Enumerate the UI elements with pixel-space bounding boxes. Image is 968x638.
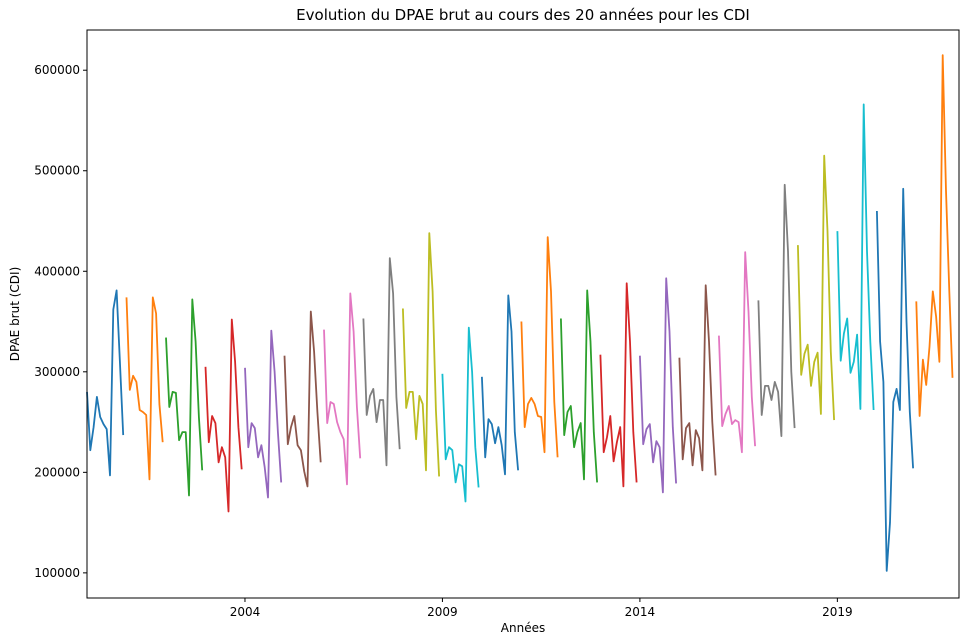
series-line-2001 (125, 296, 164, 481)
x-axis-ticks: 2004 2009 2014 2019 (230, 598, 853, 619)
y-axis-ticks: 100000 200000 300000 400000 500000 600000 (34, 63, 87, 580)
series-line-2015 (678, 284, 717, 476)
series-line-2010 (481, 294, 519, 476)
series-line-2004 (244, 329, 283, 499)
series-line-2020 (876, 187, 914, 572)
y-tick-label: 100000 (34, 566, 80, 580)
x-tick-label: 2019 (822, 605, 853, 619)
x-tick-label: 2004 (230, 605, 261, 619)
y-tick-label: 300000 (34, 365, 80, 379)
series-line-2008 (402, 232, 440, 477)
series-line-2003 (204, 318, 243, 513)
series-line-2014 (639, 277, 677, 494)
y-tick-label: 600000 (34, 63, 80, 77)
series-line-2002 (165, 298, 204, 497)
chart-title: Evolution du DPAE brut au cours des 20 a… (296, 6, 750, 24)
x-tick-label: 2014 (625, 605, 656, 619)
x-tick-label: 2009 (427, 605, 458, 619)
series-line-2017 (757, 183, 796, 438)
series-line-2006 (323, 292, 362, 486)
series-line-2011 (520, 236, 559, 458)
series-line-2012 (560, 289, 598, 483)
series-line-2007 (362, 257, 401, 467)
plot-frame (86, 29, 960, 599)
series-layer (86, 54, 954, 572)
series-line-2019 (836, 103, 875, 411)
x-axis-label: Années (501, 621, 545, 635)
series-line-2016 (718, 251, 756, 454)
series-line-2009 (441, 326, 480, 503)
y-axis-label: DPAE brut (CDI) (8, 267, 22, 362)
series-line-2021 (915, 54, 954, 417)
y-tick-label: 200000 (34, 465, 80, 479)
series-line-2005 (283, 310, 322, 488)
series-line-2013 (599, 282, 638, 488)
series-line-2000 (86, 289, 125, 477)
y-tick-label: 500000 (34, 164, 80, 178)
y-tick-label: 400000 (34, 264, 80, 278)
series-line-2018 (797, 154, 835, 421)
